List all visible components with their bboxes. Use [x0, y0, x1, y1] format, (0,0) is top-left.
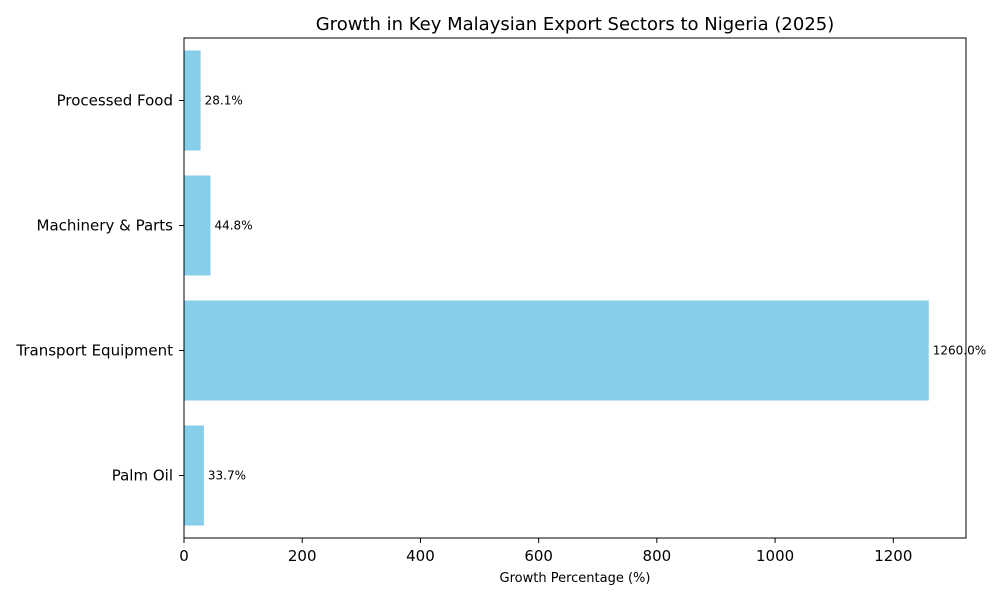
x-tick-label: 800	[643, 547, 672, 565]
bar-palm-oil	[184, 425, 204, 526]
bar-value-label: 33.7%	[208, 469, 246, 483]
x-tick-label: 400	[406, 547, 435, 565]
bar-machinery-parts	[184, 175, 211, 276]
x-tick-label: 1200	[874, 547, 912, 565]
x-tick-label: 600	[524, 547, 553, 565]
x-axis-label: Growth Percentage (%)	[500, 571, 651, 586]
y-tick-label: Transport Equipment	[15, 342, 173, 360]
x-tick-label: 0	[179, 547, 189, 565]
plot-frame	[183, 37, 967, 539]
x-tick-label: 1000	[756, 547, 794, 565]
chart-title: Growth in Key Malaysian Export Sectors t…	[316, 14, 835, 35]
bar-transport-equipment	[184, 300, 929, 401]
y-tick-label: Processed Food	[57, 92, 173, 110]
bar-value-label: 1260.0%	[933, 344, 986, 358]
bar-value-label: 28.1%	[205, 94, 243, 108]
y-tick-label: Machinery & Parts	[37, 217, 174, 235]
bar-value-label: 44.8%	[214, 219, 252, 233]
bar-processed-food	[184, 50, 201, 151]
y-tick-label: Palm Oil	[112, 467, 173, 485]
x-tick-label: 200	[288, 547, 317, 565]
